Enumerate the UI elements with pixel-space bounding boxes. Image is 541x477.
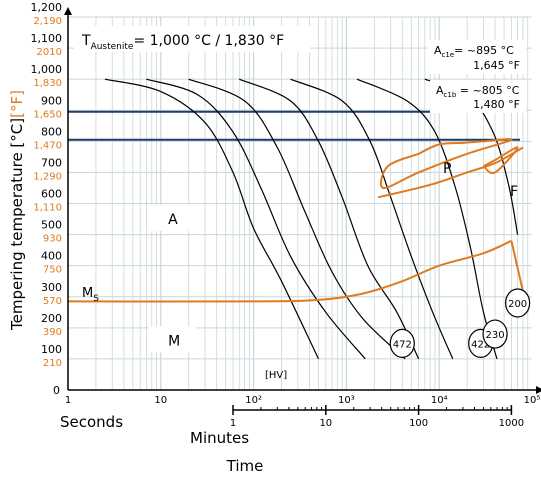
x-tick-label-minutes: 100	[409, 418, 428, 429]
y-tick-label-c: 800	[41, 125, 62, 138]
hardness-value: 230	[486, 330, 505, 341]
austenite-temperature-label: TAustenite= 1,000 °C / 1,830 °F	[81, 33, 284, 52]
y-tick-label-f: 930	[43, 234, 62, 245]
cooling-curve-5	[290, 78, 454, 360]
x-axis-arrow	[536, 386, 541, 394]
ac1b-label: Ac1b = ~805 °C 1,480 °F	[430, 80, 526, 113]
ms-line	[67, 239, 512, 303]
hardness-value: 472	[393, 339, 412, 350]
pearlite-finish-line	[377, 146, 524, 199]
hardness-value: 200	[508, 299, 527, 310]
region-label-m: M	[168, 333, 180, 349]
cooling-curve-2	[146, 78, 366, 360]
region-label-p: P	[443, 161, 451, 177]
x-tick-label-seconds: 10	[154, 395, 167, 406]
y-tick-label-f: 390	[43, 327, 62, 338]
x-tick-label-seconds: 1	[65, 395, 71, 406]
hardness-circle	[482, 319, 508, 349]
x-tick-label-seconds: 10⁴	[431, 395, 448, 406]
y-axis-title: Tempering temperature [°C][°F]	[8, 90, 26, 331]
x-tick-label-seconds: 10²	[245, 395, 262, 406]
region-label-background	[148, 326, 197, 353]
y-axis-title-prefix: Tempering temperature	[8, 148, 26, 331]
y-tick-label-c: 400	[41, 250, 62, 263]
y-tick-label-f: 1,470	[33, 140, 62, 151]
ac1e-fahrenheit: 1,645 °F	[473, 59, 520, 72]
x-tick-label-minutes: 1	[230, 418, 236, 429]
y-tick-label-f: 2,190	[33, 16, 62, 27]
y-tick-label-c: 1,200	[31, 1, 63, 14]
y-tick-labels: 0 100 210 200 390 300 570 400 750 500 930 600 1,110 7…	[31, 1, 63, 397]
ac1b-label-background	[430, 80, 526, 113]
hardness-circle	[389, 328, 415, 358]
y-tick-label-f: 1,650	[33, 109, 62, 120]
cooling-curve-4	[238, 78, 420, 360]
x-tick-labels: 1 10 10² 10³ 10⁴ 10⁵	[65, 395, 541, 406]
ferrite-line	[482, 146, 519, 175]
pearlite-start-line	[379, 138, 513, 190]
y-tick-label-c: 1,000	[31, 63, 63, 76]
critical-temperature-lines	[68, 110, 520, 141]
hardness-circle	[505, 288, 531, 318]
x-axis-title: Time	[226, 457, 264, 475]
hardness-unit-label: [HV]	[265, 370, 287, 381]
hardness-value: 422	[471, 339, 490, 350]
y-tick-label-f: 750	[43, 265, 62, 276]
y-tick-label-f: 1,110	[33, 203, 62, 214]
ac1e-label-background	[428, 40, 526, 74]
region-label-a: A	[168, 212, 178, 228]
ac1e-label-text: Ac1e= ~895 °C	[434, 44, 514, 59]
y-tick-label-f: 1,290	[33, 171, 62, 182]
region-label-background	[148, 205, 197, 232]
y-axis-title-fahrenheit: [°F]	[8, 90, 26, 118]
y-tick-label-c: 300	[41, 281, 62, 294]
cooling-curve-6	[356, 78, 498, 360]
y-axis-title-celsius: [°C]	[8, 118, 26, 148]
x-tick-label-seconds: 10³	[338, 395, 355, 406]
y-tick-label-c: 900	[41, 94, 62, 107]
x-tick-label-seconds: 10⁵	[524, 395, 541, 406]
y-tick-label-c: 100	[41, 343, 62, 356]
y-tick-label-f: 2010	[37, 47, 62, 58]
y-tick-label-c: 0	[53, 384, 60, 397]
cooling-curve-1	[104, 78, 320, 360]
ac1b-label-text: Ac1b = ~805 °C	[436, 84, 520, 99]
y-tick-label-f: 570	[43, 296, 62, 307]
y-tick-label-f: 1,830	[33, 78, 62, 89]
y-tick-label-c: 700	[41, 156, 62, 169]
phase-region-labels: A P F M	[148, 161, 518, 353]
minutes-scale: 1 10 100 1000	[230, 405, 524, 429]
transformation-lines	[67, 138, 529, 313]
ms-label: MS	[82, 286, 99, 304]
y-tick-label-c: 500	[41, 219, 62, 232]
ms-label-text: MS	[82, 286, 99, 304]
cooling-curve-3	[188, 78, 406, 360]
x-tick-label-minutes: 1000	[499, 418, 524, 429]
cooling-curves	[104, 78, 519, 360]
minutes-label: Minutes	[190, 429, 249, 447]
y-axis-arrow	[64, 7, 72, 15]
region-label-f: F	[510, 184, 518, 200]
ac1e-label: Ac1e= ~895 °C 1,645 °F	[428, 40, 526, 74]
axes	[64, 7, 541, 394]
y-tick-label-f: 210	[43, 358, 62, 369]
y-tick-label-c: 600	[41, 188, 62, 201]
austenite-label-background	[74, 26, 310, 52]
y-tick-label-c: 1,100	[31, 32, 63, 45]
x-tick-label-minutes: 10	[319, 418, 332, 429]
austenite-temperature-box: TAustenite= 1,000 °C / 1,830 °F	[74, 26, 310, 52]
y-tick-label-c: 200	[41, 312, 62, 325]
ac1b-fahrenheit: 1,480 °F	[473, 98, 520, 111]
seconds-label: Seconds	[60, 413, 123, 431]
